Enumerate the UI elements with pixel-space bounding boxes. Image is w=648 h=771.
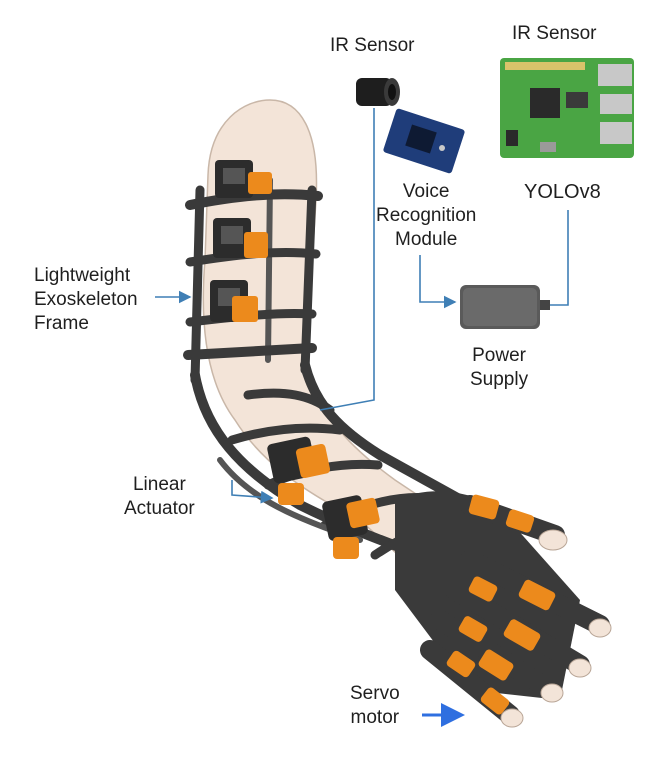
power-supply-box [460, 285, 550, 329]
forearm-actuators [267, 436, 380, 559]
exoskeleton-line-2: Exoskeleton [34, 289, 138, 310]
power-supply-line-1: Power [472, 345, 526, 366]
power-supply-label: Power Supply [470, 344, 528, 392]
linear-actuator-label: Linear Actuator [124, 473, 195, 521]
exoskeleton-frame-label: Lightweight Exoskeleton Frame [34, 264, 138, 336]
voice-module-board [383, 108, 465, 174]
yolo-label: YOLOv8 [524, 181, 601, 203]
exoskeleton-line-1: Lightweight [34, 265, 131, 286]
voice-module-line-2: Recognition [376, 205, 477, 226]
hand [395, 491, 612, 728]
servo-motor-label: Servo motor [350, 682, 400, 730]
ir-sensor-right-label: IR Sensor [512, 23, 597, 44]
arm-skin [202, 99, 457, 577]
voice-module-label: Voice Recognition Module [376, 180, 476, 252]
voice-module-line-3: Module [395, 229, 458, 250]
exoskeleton-line-3: Frame [34, 313, 89, 334]
servo-motor-line-2: motor [350, 707, 400, 728]
upper-arm-actuators [210, 160, 272, 322]
ir-sensor-cylinder [356, 78, 400, 106]
wires [319, 108, 569, 411]
linear-actuator-line-2: Actuator [124, 498, 195, 519]
compute-board [500, 58, 634, 158]
ir-sensor-left-label: IR Sensor [330, 35, 415, 56]
servo-motor-line-1: Servo [350, 683, 400, 704]
linear-actuator-line-1: Linear [132, 474, 186, 495]
voice-module-line-1: Voice [402, 181, 450, 202]
power-supply-line-2: Supply [470, 369, 529, 390]
label-arrows [155, 290, 274, 504]
